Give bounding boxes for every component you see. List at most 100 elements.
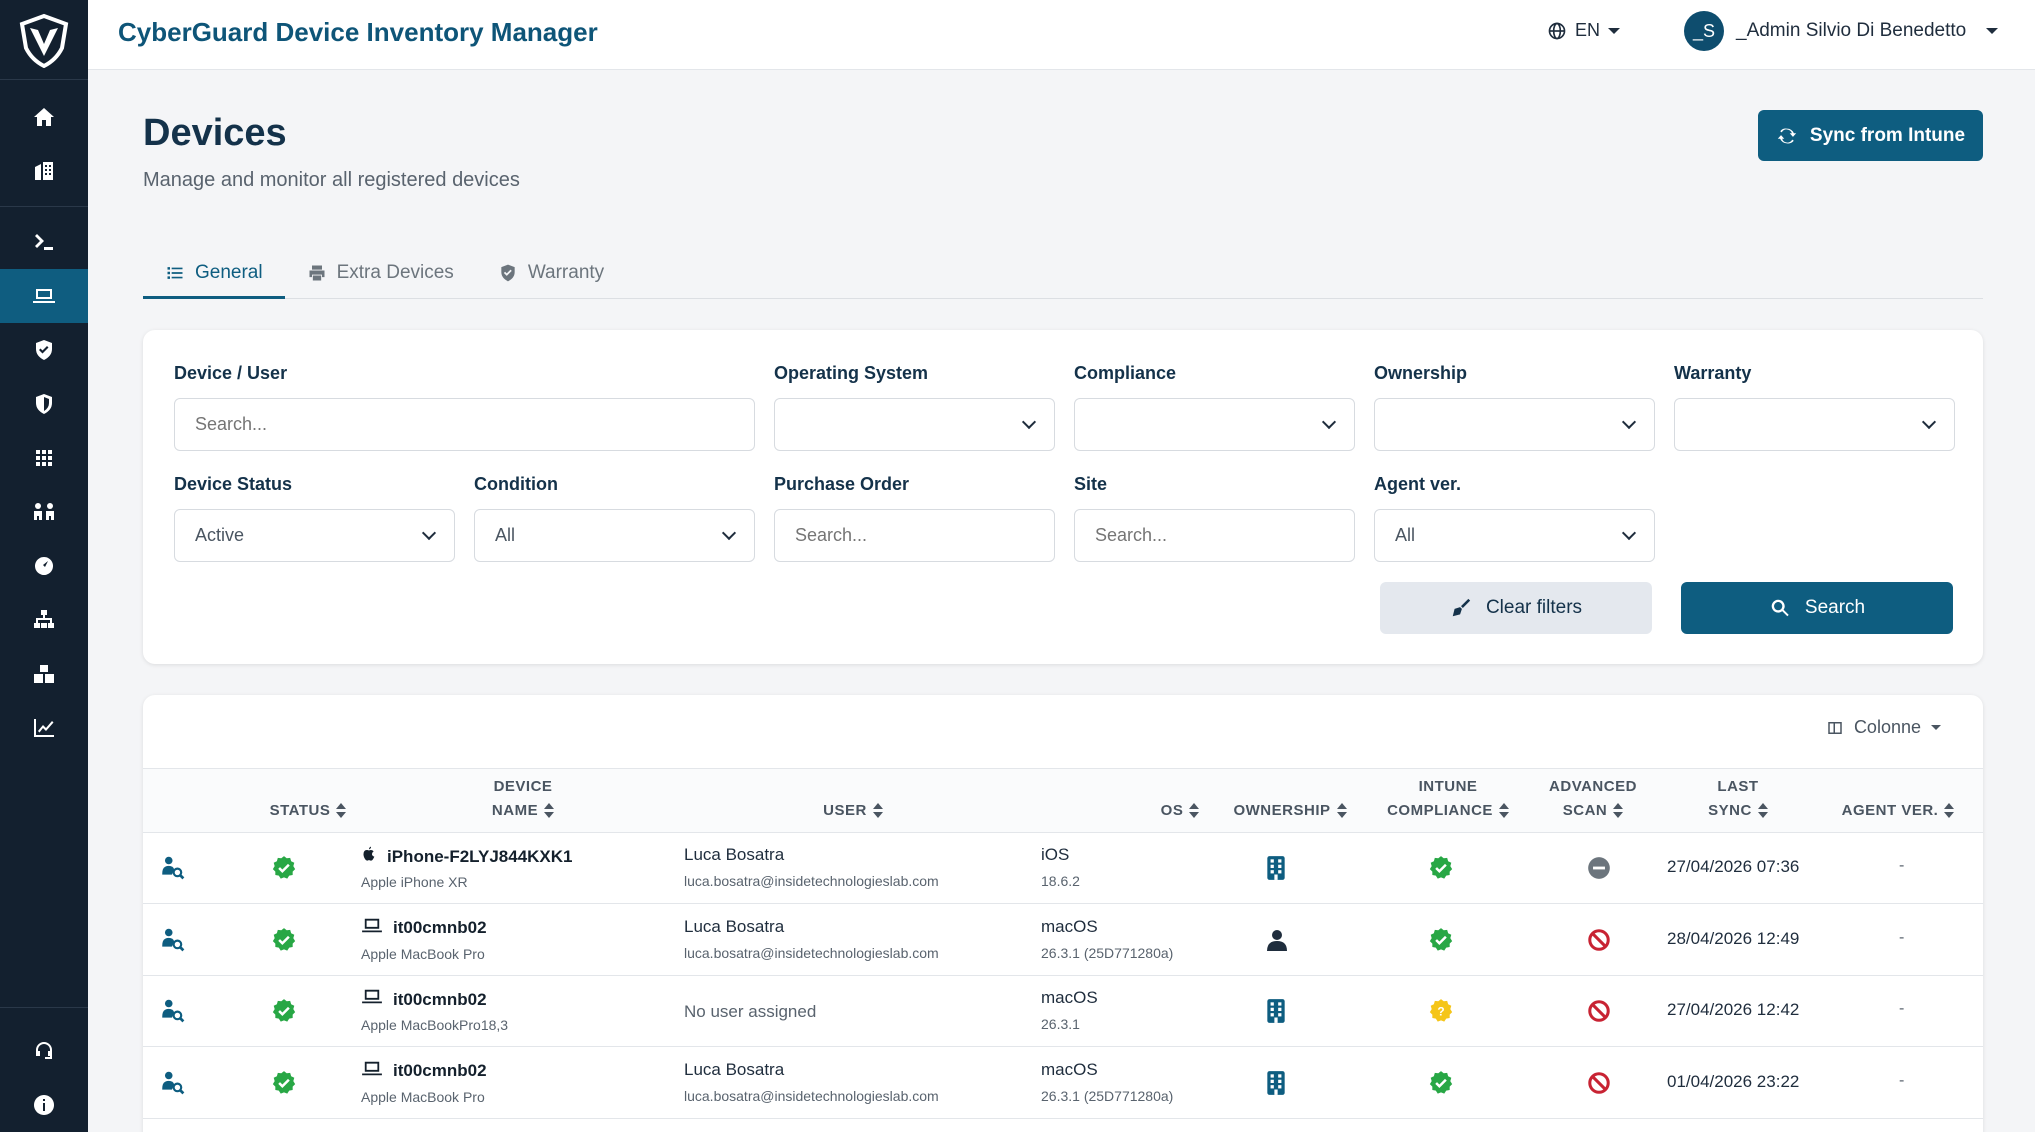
inspect-device-icon[interactable] xyxy=(159,997,185,1028)
page-title: Devices xyxy=(143,112,287,154)
compliant-icon xyxy=(1428,855,1454,886)
sidebar-item-dashboard[interactable] xyxy=(0,539,88,593)
table-row[interactable]: it00cmnb02 Apple MacBookPro18,3 No user as… xyxy=(143,976,1983,1047)
tab-extra-devices[interactable]: Extra Devices xyxy=(285,250,476,299)
inspect-device-icon[interactable] xyxy=(159,1069,185,1100)
header-label: SCAN xyxy=(1562,802,1608,819)
search-button[interactable]: Search xyxy=(1681,582,1953,634)
column-header-intune-compliance[interactable]: INTUNE COMPLIANCE xyxy=(1368,775,1528,823)
device-name-cell[interactable]: it00cmnb02 Apple MacBookPro18,3 xyxy=(361,988,508,1034)
sort-icon xyxy=(336,803,347,819)
device-status-select[interactable]: Active xyxy=(174,509,455,562)
tab-warranty[interactable]: Warranty xyxy=(476,250,626,299)
device-name-cell[interactable]: it00cmnb02 Apple MacBook Pro xyxy=(361,1060,487,1105)
header-label: STATUS xyxy=(269,802,331,819)
header-label: SYNC xyxy=(1708,802,1752,819)
device-name-text: it00cmnb02 xyxy=(393,989,487,1009)
sidebar-item-reports[interactable] xyxy=(0,701,88,755)
column-header-os[interactable]: OS xyxy=(1110,799,1250,823)
user-menu[interactable]: _S _Admin Silvio Di Benedetto xyxy=(1684,11,1999,51)
warranty-select[interactable] xyxy=(1674,398,1955,451)
language-selector[interactable]: EN xyxy=(1547,20,1621,41)
filter-label-ownership: Ownership xyxy=(1374,363,1468,383)
sidebar-item-inventory[interactable] xyxy=(0,647,88,701)
ownership-select[interactable] xyxy=(1374,398,1655,451)
sidebar-item-protection[interactable] xyxy=(0,377,88,431)
sidebar-item-support[interactable] xyxy=(0,1024,88,1078)
device-name[interactable]: it00cmnb02 xyxy=(361,1060,487,1083)
device-user-search-input[interactable] xyxy=(174,398,755,451)
os-cell: macOS 26.3.1 xyxy=(1041,988,1098,1032)
app-logo[interactable] xyxy=(0,0,88,80)
user-cell: Luca Bosatra luca.bosatra@insidetechnolog… xyxy=(684,1060,939,1104)
device-name-cell[interactable]: it00cmnb02 Apple MacBook Pro xyxy=(361,917,487,962)
user-cell: Luca Bosatra luca.bosatra@insidetechnolog… xyxy=(684,917,939,961)
column-header-advanced-scan[interactable]: ADVANCED SCAN xyxy=(1523,775,1663,823)
column-header-device-name[interactable]: DEVICE NAME xyxy=(453,775,593,823)
agent-ver-select[interactable]: All xyxy=(1374,509,1655,562)
os-select[interactable] xyxy=(774,398,1055,451)
compliance-unknown-icon: ? xyxy=(1428,998,1454,1029)
sync-from-intune-button[interactable]: Sync from Intune xyxy=(1758,110,1983,161)
filter-label-purchase-order: Purchase Order xyxy=(774,474,910,494)
app-title: CyberGuard Device Inventory Manager xyxy=(118,17,598,47)
tab-general[interactable]: General xyxy=(143,250,285,299)
header-label: AGENT VER. xyxy=(1841,802,1939,819)
status-active-icon xyxy=(271,998,297,1029)
column-header-ownership[interactable]: OWNERSHIP xyxy=(1210,799,1370,823)
clear-filters-button[interactable]: Clear filters xyxy=(1380,582,1652,634)
os-version: 26.3.1 xyxy=(1041,1016,1080,1032)
column-header-agent-ver[interactable]: AGENT VER. xyxy=(1823,799,1973,823)
top-bar: CyberGuard Device Inventory Manager EN _… xyxy=(88,0,2035,70)
sidebar-item-network[interactable] xyxy=(0,593,88,647)
table-row[interactable]: it00cmnb02 Apple MacBook Pro Luca Bosatra l… xyxy=(143,1048,1983,1119)
table-row[interactable]: it00cmnb02 Apple MacBook Pro Luca Bosatra l… xyxy=(143,905,1983,976)
sidebar-item-scripts[interactable] xyxy=(0,215,88,269)
filter-label-os: Operating System xyxy=(774,363,929,383)
clear-filters-label: Clear filters xyxy=(1485,597,1583,618)
column-header-status[interactable]: STATUS xyxy=(238,799,378,823)
sidebar-item-devices[interactable] xyxy=(0,269,88,323)
sidebar-item-info[interactable] xyxy=(0,1078,88,1132)
sidebar-item-users[interactable] xyxy=(0,485,88,539)
sidebar-item-apps[interactable] xyxy=(0,431,88,485)
purchase-order-input[interactable] xyxy=(774,509,1055,562)
device-name[interactable]: iPhone-F2LYJ844KXK1 xyxy=(361,845,573,868)
header-label: OWNERSHIP xyxy=(1233,802,1331,819)
columns-toggle-button[interactable]: Colonne xyxy=(1826,717,1941,738)
user-email: luca.bosatra@insidetechnologieslab.com xyxy=(684,873,939,889)
os-cell: macOS 26.3.1 (25D771280a) xyxy=(1041,917,1173,961)
corporate-building-icon xyxy=(1265,1070,1287,1101)
inspect-device-icon[interactable] xyxy=(159,854,185,885)
sync-button-label: Sync from Intune xyxy=(1809,124,1966,146)
device-name-cell[interactable]: iPhone-F2LYJ844KXK1 Apple iPhone XR xyxy=(361,845,573,891)
column-header-user[interactable]: USER xyxy=(783,799,923,823)
chevron-down-icon xyxy=(421,525,437,540)
inspect-device-icon[interactable] xyxy=(159,926,185,957)
terminal-icon xyxy=(35,234,53,250)
last-sync: 27/04/2026 07:36 xyxy=(1667,857,1800,876)
avatar: _S xyxy=(1684,11,1724,51)
device-name[interactable]: it00cmnb02 xyxy=(361,917,487,940)
site-input[interactable] xyxy=(1074,509,1355,562)
device-model: Apple MacBook Pro xyxy=(361,1088,485,1105)
filter-label-agent-ver: Agent ver. xyxy=(1374,474,1462,494)
column-header-last-sync[interactable]: LAST SYNC xyxy=(1668,775,1808,823)
search-button-label: Search xyxy=(1804,597,1866,618)
device-name[interactable]: it00cmnb02 xyxy=(361,988,508,1011)
compliant-icon xyxy=(1428,1070,1454,1101)
table-row[interactable]: iPhone-F2LYJ844KXK1 Apple iPhone XR Luca B… xyxy=(143,833,1983,904)
condition-select[interactable]: All xyxy=(474,509,755,562)
sidebar-item-home[interactable] xyxy=(0,90,88,144)
os-version: 18.6.2 xyxy=(1041,873,1080,889)
sidebar-item-security[interactable] xyxy=(0,323,88,377)
header-label: COMPLIANCE xyxy=(1387,802,1493,819)
last-sync: 01/04/2026 23:22 xyxy=(1667,1071,1800,1091)
sidebar-item-sites[interactable] xyxy=(0,144,88,198)
laptop-icon xyxy=(361,917,383,940)
compliance-select[interactable] xyxy=(1074,398,1355,451)
chevron-down-icon xyxy=(1608,27,1621,34)
last-sync: 27/04/2026 12:42 xyxy=(1667,1000,1800,1019)
sync-icon xyxy=(1777,128,1797,143)
chevron-down-icon xyxy=(1021,414,1037,429)
